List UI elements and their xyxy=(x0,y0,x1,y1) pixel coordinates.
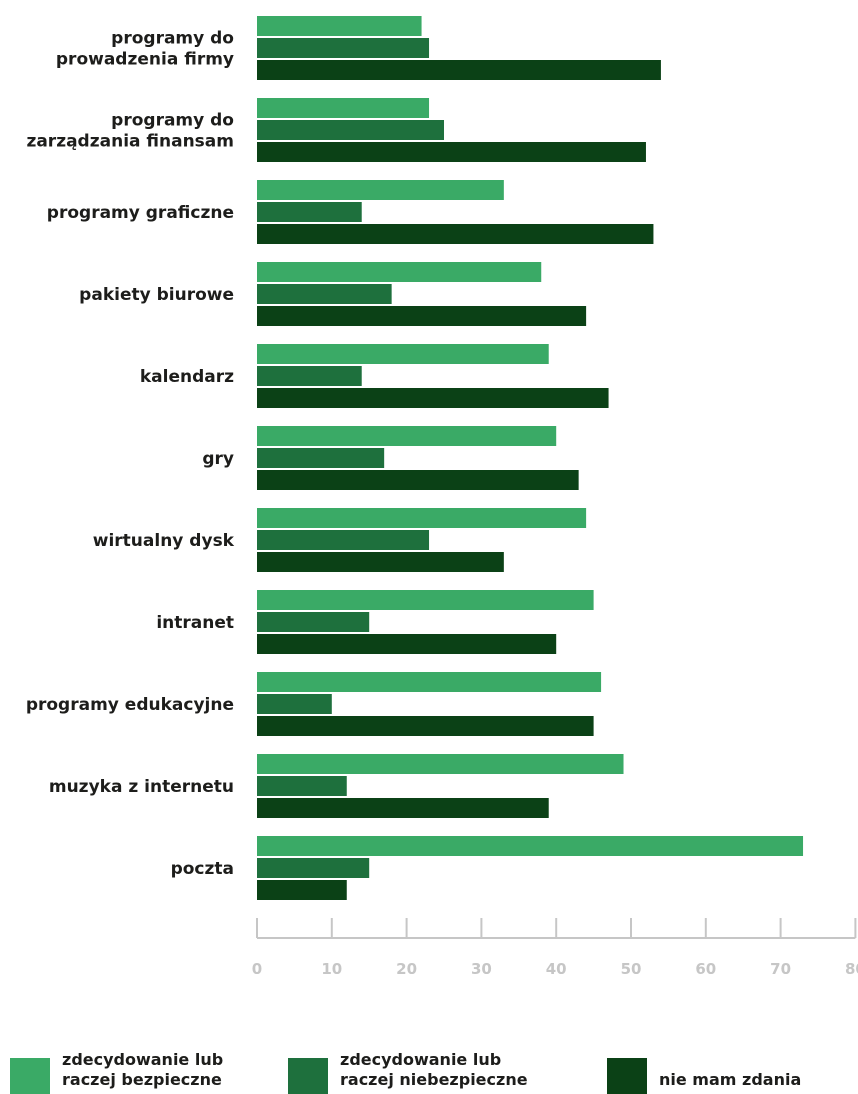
bar-6-series-1 xyxy=(257,426,557,446)
bar-1-series-2 xyxy=(257,38,430,58)
bar-4-series-1 xyxy=(257,262,542,282)
bar-10-series-1 xyxy=(257,754,624,774)
x-tick-label: 0 xyxy=(252,960,262,978)
bar-2-series-3 xyxy=(257,142,646,162)
bar-6-series-3 xyxy=(257,470,579,490)
bar-10-series-3 xyxy=(257,798,549,818)
legend-swatch-bezpieczne xyxy=(10,1058,50,1094)
legend-item-bezpieczne: zdecydowanie lub raczej bezpieczne xyxy=(10,1050,252,1094)
bar-7-series-1 xyxy=(257,508,587,528)
legend-label-nie-mam-zdania: nie mam zdania xyxy=(659,1070,802,1089)
bar-3-series-2 xyxy=(257,202,362,222)
bar-10-series-2 xyxy=(257,776,347,796)
bar-2-series-1 xyxy=(257,98,430,118)
legend-label-niebezpieczne: zdecydowanie lub raczej niebezpieczne xyxy=(340,1050,528,1089)
category-label: kalendarz xyxy=(140,367,234,387)
x-tick-label: 60 xyxy=(695,960,716,978)
bar-11-series-1 xyxy=(257,836,804,856)
chart-plot: programy do prowadzenia firmy programy do z… xyxy=(26,16,858,978)
bar-6-series-2 xyxy=(257,448,385,468)
bar-1-series-1 xyxy=(257,16,422,36)
legend-item-niebezpieczne: zdecydowanie lub raczej niebezpieczne xyxy=(288,1050,530,1094)
category-label: pakiety biurowe xyxy=(79,285,234,305)
legend-label-bezpieczne: zdecydowanie lub raczej bezpieczne xyxy=(62,1050,224,1089)
x-tick-label: 10 xyxy=(321,960,342,978)
legend-swatch-niebezpieczne xyxy=(288,1058,328,1094)
legend: zdecydowanie lub raczej bezpieczne zdecy… xyxy=(0,1050,858,1094)
category-label: intranet xyxy=(156,613,234,633)
bar-1-series-3 xyxy=(257,60,661,80)
x-tick-label: 50 xyxy=(621,960,642,978)
bar-9-series-3 xyxy=(257,716,594,736)
legend-item-nie-mam-zdania: nie mam zdania xyxy=(607,1050,849,1094)
category-label: programy edukacyjne xyxy=(26,695,234,715)
x-tick-label: 20 xyxy=(396,960,417,978)
bar-2-series-2 xyxy=(257,120,444,140)
bar-3-series-3 xyxy=(257,224,654,244)
bar-7-series-3 xyxy=(257,552,504,572)
bar-11-series-2 xyxy=(257,858,370,878)
bar-9-series-1 xyxy=(257,672,602,692)
bar-8-series-1 xyxy=(257,590,594,610)
category-label: wirtualny dysk xyxy=(93,531,235,551)
bar-5-series-2 xyxy=(257,366,362,386)
x-tick-label: 80 xyxy=(845,960,858,978)
bar-5-series-1 xyxy=(257,344,549,364)
bar-8-series-3 xyxy=(257,634,557,654)
x-tick-label: 40 xyxy=(546,960,567,978)
bar-7-series-2 xyxy=(257,530,430,550)
legend-swatch-nie-mam-zdania xyxy=(607,1058,647,1094)
bar-4-series-2 xyxy=(257,284,392,304)
bar-8-series-2 xyxy=(257,612,370,632)
bar-11-series-3 xyxy=(257,880,347,900)
bar-3-series-1 xyxy=(257,180,504,200)
category-label: programy do zarządzania finansam xyxy=(26,111,234,152)
category-label: poczta xyxy=(171,859,234,879)
bar-4-series-3 xyxy=(257,306,587,326)
category-label: programy do prowadzenia firmy xyxy=(56,29,234,70)
category-label: programy graficzne xyxy=(47,203,234,223)
category-label: muzyka z internetu xyxy=(49,777,234,797)
x-tick-label: 70 xyxy=(770,960,791,978)
bar-9-series-2 xyxy=(257,694,332,714)
x-tick-label: 30 xyxy=(471,960,492,978)
bar-5-series-3 xyxy=(257,388,609,408)
category-label: gry xyxy=(202,449,234,469)
